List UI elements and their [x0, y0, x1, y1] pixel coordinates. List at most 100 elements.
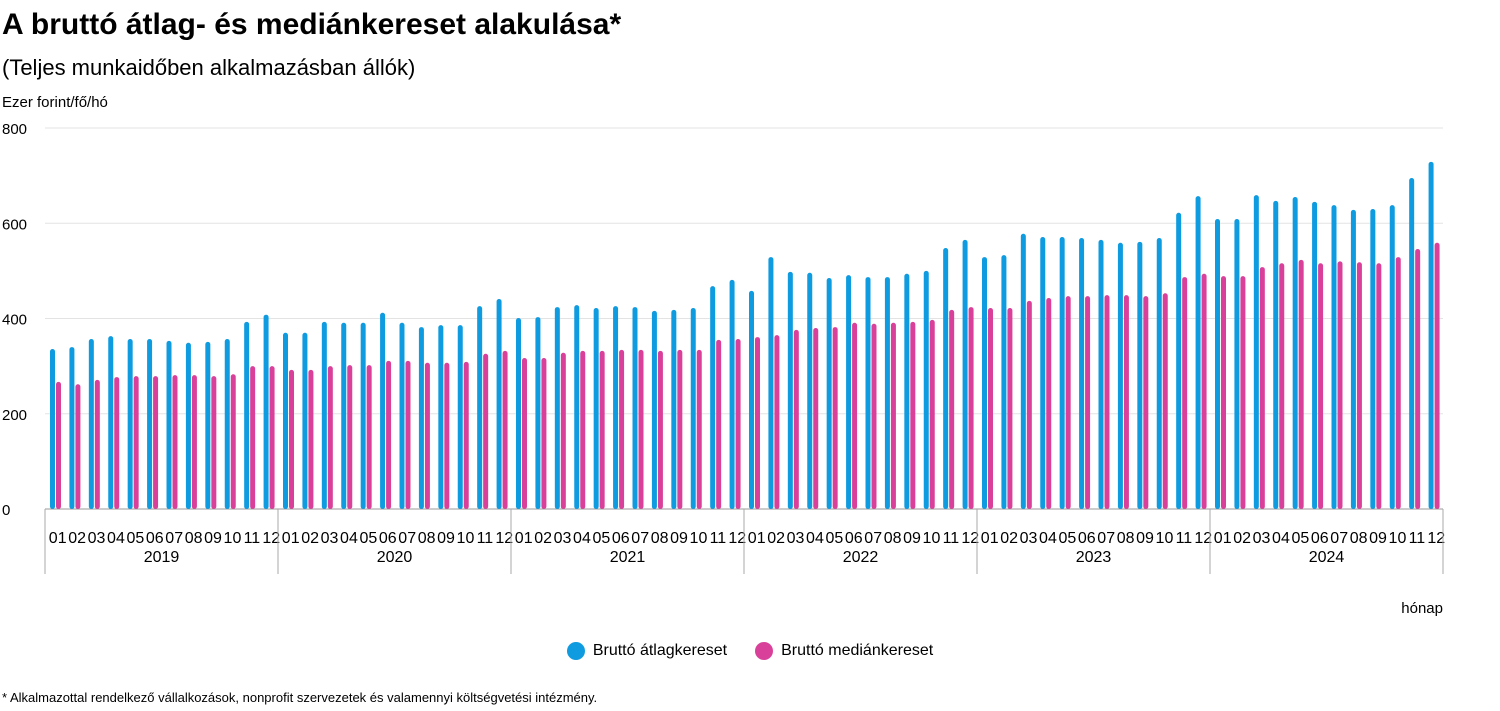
- bar-median: [1221, 276, 1226, 509]
- month-tick-label: 03: [787, 530, 805, 547]
- month-tick-label: 12: [1194, 530, 1212, 547]
- bar-avg: [1117, 242, 1123, 509]
- month-tick-label: 04: [806, 530, 824, 547]
- bar-median: [308, 369, 314, 509]
- bar-avg: [787, 271, 793, 509]
- month-tick-label: 01: [49, 530, 67, 547]
- bar-median: [813, 328, 819, 509]
- bar-avg: [263, 314, 269, 509]
- bar-median: [657, 350, 663, 509]
- bar-avg: [399, 322, 405, 509]
- month-tick-label: 01: [981, 530, 999, 547]
- month-tick-label: 08: [418, 530, 436, 547]
- y-tick-label: 0: [2, 502, 10, 519]
- bar-avg: [1137, 241, 1143, 510]
- month-tick-label: 03: [88, 530, 106, 547]
- legend-item-avg[interactable]: Bruttó átlagkereset: [566, 642, 728, 660]
- bar-median: [1356, 262, 1362, 509]
- year-label: 2020: [377, 549, 413, 566]
- month-tick-label: 06: [612, 530, 630, 547]
- bar-median: [1026, 300, 1032, 509]
- bar-avg: [593, 308, 599, 509]
- bar-median: [172, 375, 178, 509]
- bar-median: [366, 365, 372, 509]
- bar-median: [1201, 273, 1207, 509]
- month-tick-label: 12: [262, 530, 280, 547]
- month-tick-label: 07: [165, 530, 183, 547]
- bar-median: [289, 369, 294, 509]
- month-tick-label: 10: [690, 530, 708, 547]
- bar-avg: [1253, 195, 1259, 509]
- bar-avg: [1098, 239, 1104, 509]
- bar-avg: [943, 248, 949, 509]
- bar-median: [1007, 308, 1013, 509]
- month-tick-label: 09: [670, 530, 688, 547]
- bar-avg: [108, 336, 114, 509]
- month-tick-label: 10: [457, 530, 475, 547]
- month-tick-label: 09: [1136, 530, 1154, 547]
- month-tick-label: 03: [321, 530, 339, 547]
- bar-avg: [962, 239, 968, 509]
- bar-avg: [1409, 178, 1415, 509]
- bar-avg: [535, 317, 541, 509]
- bar-avg: [1215, 218, 1220, 509]
- bar-median: [1046, 298, 1052, 509]
- year-label: 2024: [1309, 549, 1345, 566]
- year-label: 2021: [610, 549, 646, 566]
- bar-median: [677, 349, 683, 509]
- bar-median: [327, 366, 333, 509]
- month-tick-label: 08: [1350, 530, 1368, 547]
- bar-median: [1298, 259, 1304, 509]
- bar-median: [153, 376, 159, 509]
- month-tick-label: 06: [845, 530, 863, 547]
- bar-median: [1065, 296, 1071, 509]
- bar-median: [1259, 267, 1265, 509]
- bar-avg: [496, 298, 502, 509]
- month-tick-label: 12: [728, 530, 746, 547]
- bar-median: [793, 329, 799, 509]
- legend: Bruttó átlagkereset Bruttó mediánkereset: [0, 642, 1500, 660]
- bar-avg: [438, 325, 444, 509]
- bar-avg: [516, 318, 521, 509]
- bar-median: [716, 339, 722, 509]
- y-tick-label: 800: [2, 121, 27, 138]
- bar-median: [755, 337, 760, 509]
- month-tick-label: 07: [864, 530, 882, 547]
- month-tick-label: 05: [825, 530, 843, 547]
- bar-median: [541, 358, 547, 509]
- month-tick-label: 02: [301, 530, 319, 547]
- bar-avg: [1350, 209, 1356, 510]
- bar-avg: [321, 321, 327, 509]
- bar-median: [619, 349, 625, 509]
- bar-median: [483, 353, 489, 509]
- bar-median: [1143, 296, 1149, 509]
- bar-avg: [127, 338, 133, 509]
- legend-label-avg: Bruttó átlagkereset: [592, 642, 728, 659]
- bar-median: [968, 307, 974, 509]
- bar-median: [405, 360, 411, 509]
- month-tick-label: 04: [1039, 530, 1057, 547]
- month-tick-label: 02: [767, 530, 785, 547]
- bar-median: [774, 335, 780, 509]
- year-label: 2023: [1076, 549, 1112, 566]
- month-tick-label: 03: [554, 530, 572, 547]
- bar-median: [1415, 248, 1421, 509]
- bar-median: [929, 319, 935, 509]
- legend-item-median[interactable]: Bruttó mediánkereset: [755, 642, 933, 660]
- y-tick-label: 600: [2, 216, 27, 233]
- year-label: 2022: [843, 549, 879, 566]
- bar-avg: [768, 257, 774, 509]
- month-tick-label: 07: [631, 530, 649, 547]
- bar-median: [599, 350, 605, 509]
- bar-avg: [554, 307, 560, 509]
- bar-avg: [865, 277, 871, 509]
- month-tick-label: 01: [748, 530, 766, 547]
- legend-swatch-median: [755, 642, 774, 660]
- bar-median: [424, 362, 430, 509]
- month-tick-label: 12: [1427, 530, 1445, 547]
- month-tick-label: 01: [515, 530, 533, 547]
- bar-avg: [671, 309, 677, 509]
- month-tick-label: 09: [903, 530, 921, 547]
- bar-avg: [1292, 197, 1298, 509]
